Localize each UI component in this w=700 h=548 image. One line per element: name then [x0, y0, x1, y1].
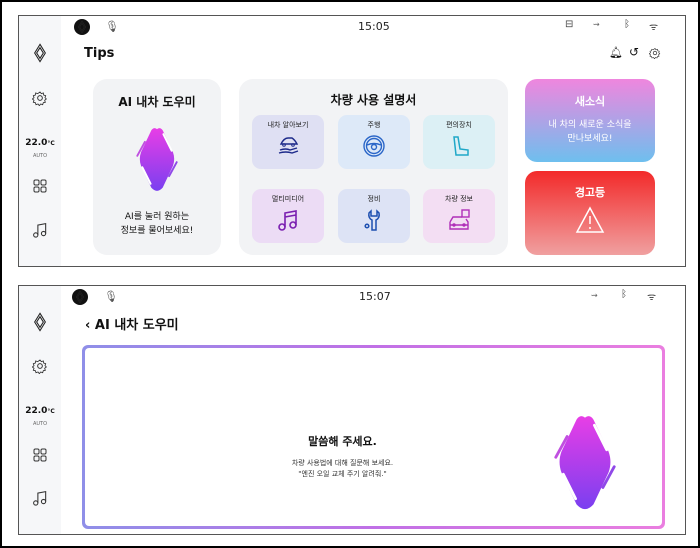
manual-title: 차량 사용 설명서 — [330, 93, 417, 107]
renault-logo-icon[interactable] — [74, 19, 90, 35]
temperature-value: 22.0 — [25, 138, 48, 148]
history-icon[interactable]: ↺ — [629, 45, 640, 59]
connect-icon: ⇝ — [593, 20, 600, 29]
renault-logo-icon[interactable] — [72, 289, 88, 305]
warning-title: 경고등 — [574, 186, 606, 199]
manual-tile[interactable]: 정비 — [338, 189, 410, 243]
steering-wheel-icon — [363, 135, 385, 157]
temperature-unit: °C — [47, 140, 55, 147]
tips-screen: 22.0°C AUTO 🎙 15:05 ⊟ ⇝ ᛒ ᯤ Tips 🔔︎ ↺ AI… — [18, 15, 686, 267]
gear-icon[interactable] — [32, 90, 48, 106]
wrench-icon — [364, 209, 380, 231]
chevron-left-icon: ‹ — [85, 318, 95, 333]
news-card[interactable]: 새소식 내 차의 새로운 소식을 만나보세요! — [525, 79, 655, 162]
signal-icon: ᯤ — [649, 22, 659, 33]
clock: 15:05 — [358, 20, 390, 33]
manual-tile[interactable]: 멀티미디어 — [252, 189, 324, 243]
ai-assistant-card[interactable]: AI 내차 도우미 AI를 눌러 원하는 정보를 물어보세요! — [93, 79, 221, 255]
manual-tile[interactable]: 주행 — [338, 115, 410, 169]
temperature[interactable]: 22.0°C — [20, 138, 60, 148]
temperature-unit: °C — [47, 408, 55, 415]
climate-mode: AUTO — [32, 153, 48, 159]
tile-label: 멀티미디어 — [271, 195, 305, 203]
car-hand-icon — [278, 137, 299, 154]
back-button[interactable]: ‹ AI 내차 도우미 — [85, 314, 179, 333]
warning-triangle-icon — [575, 206, 605, 233]
clock: 15:07 — [359, 290, 391, 303]
seat-icon — [453, 136, 469, 156]
voice-prompt-panel[interactable]: 말씀해 주세요. 차량 사용법에 대해 질문해 보세요. "엔진 오일 교체 주기… — [82, 345, 665, 529]
mic-icon[interactable]: 🎙 — [104, 290, 118, 303]
gear-icon[interactable] — [649, 47, 661, 59]
manual-tile[interactable]: 내차 알아보기 — [252, 115, 324, 169]
temperature[interactable]: 22.0°C — [20, 406, 60, 416]
renault-logo-icon[interactable] — [33, 43, 47, 63]
tile-label: 주행 — [367, 121, 381, 129]
temperature-value: 22.0 — [25, 406, 48, 416]
climate-mode: AUTO — [32, 421, 48, 427]
page-title: AI 내차 도우미 — [94, 318, 179, 333]
ai-card-title: AI 내차 도우미 — [118, 95, 196, 109]
hint-text: 차량 사용법에 대해 질문해 보세요. "엔진 오일 교체 주기 알려줘." — [291, 459, 394, 478]
music-icon[interactable] — [32, 222, 49, 239]
signal-icon: ᯤ — [647, 292, 657, 303]
manual-tile[interactable]: 차량 정보 — [423, 189, 495, 243]
tile-label: 정비 — [367, 195, 381, 203]
connect-icon: ⇝ — [591, 291, 598, 300]
ai-diamond-icon[interactable] — [134, 124, 180, 194]
bluetooth-icon: ᛒ — [621, 289, 627, 300]
ai-diamond-icon[interactable] — [552, 407, 618, 517]
car-info-icon — [449, 209, 470, 230]
prompt-text: 말씀해 주세요. — [308, 435, 377, 448]
bell-icon[interactable]: 🔔︎ — [609, 46, 623, 59]
apps-grid-icon[interactable] — [32, 178, 48, 194]
news-title: 새소식 — [574, 95, 606, 108]
bluetooth-icon: ᛒ — [624, 19, 630, 30]
ai-card-desc: AI를 눌러 원하는 정보를 물어보세요! — [120, 212, 194, 236]
manual-tile[interactable]: 편의장치 — [423, 115, 495, 169]
news-desc: 내 차의 새로운 소식을 만나보세요! — [548, 120, 632, 144]
apps-grid-icon[interactable] — [32, 447, 48, 463]
music-icon[interactable] — [32, 490, 49, 507]
usb-icon: ⊟ — [565, 19, 574, 30]
ai-assistant-screen: 22.0°C AUTO 🎙 15:07 ⇝ ᛒ ᯤ ‹ AI 내차 도우미 말씀… — [18, 285, 686, 535]
page-title: Tips — [84, 46, 115, 61]
tile-label: 편의장치 — [446, 121, 472, 129]
music-icon — [278, 210, 297, 231]
tile-label: 내차 알아보기 — [267, 121, 309, 129]
renault-logo-icon[interactable] — [33, 312, 47, 332]
tile-label: 차량 정보 — [445, 195, 473, 203]
mic-icon[interactable]: 🎙 — [105, 20, 119, 33]
gear-icon[interactable] — [32, 358, 48, 374]
warning-lights-card[interactable]: 경고등 — [525, 171, 655, 255]
